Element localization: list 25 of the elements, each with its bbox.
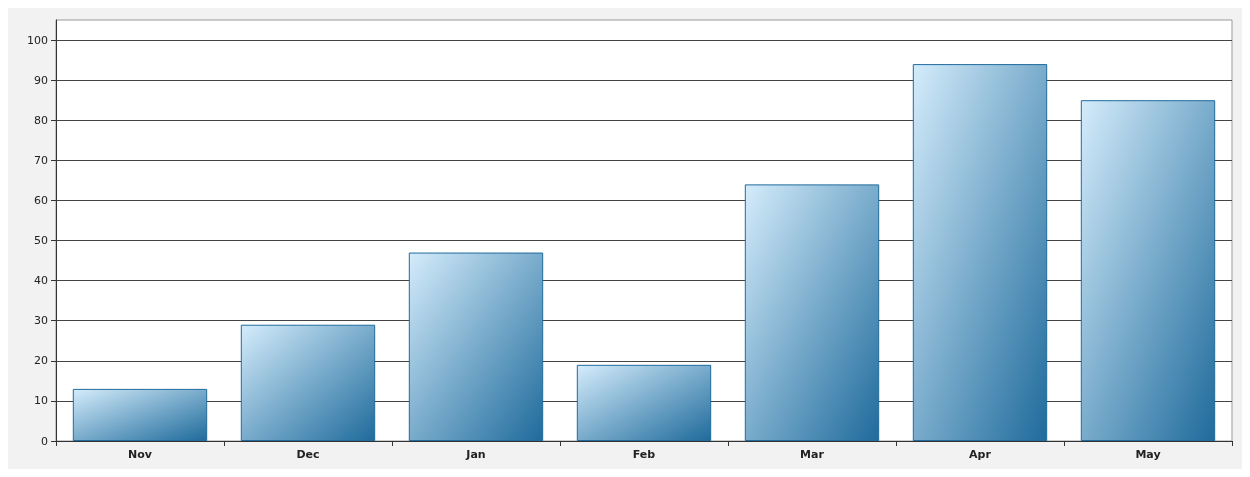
bar [744, 184, 880, 441]
y-tick-label: 70 [34, 153, 48, 167]
x-tick-label: Dec [296, 448, 320, 461]
x-tick-label: Mar [800, 448, 825, 461]
y-tick-label: 20 [34, 354, 48, 368]
x-tick-label: May [1135, 448, 1161, 461]
y-tick-label: 0 [41, 434, 48, 448]
bar [72, 388, 208, 441]
y-tick-label: 40 [34, 274, 48, 288]
y-tick-label: 30 [34, 314, 48, 328]
y-tick-label: 100 [27, 33, 48, 47]
y-tick-label: 50 [34, 234, 48, 248]
y-tick-label: 10 [34, 394, 48, 408]
bar [1080, 100, 1216, 441]
bar [240, 324, 376, 441]
bar [408, 252, 544, 441]
x-tick-label: Apr [969, 448, 992, 461]
bar [912, 64, 1048, 441]
y-tick-label: 90 [34, 73, 48, 87]
x-tick-label: Feb [632, 448, 656, 461]
x-tick-label: Jan [465, 448, 486, 461]
bar [576, 364, 712, 441]
y-tick-label: 60 [34, 193, 48, 207]
x-tick-label: Nov [128, 448, 153, 461]
y-tick-label: 80 [34, 113, 48, 127]
